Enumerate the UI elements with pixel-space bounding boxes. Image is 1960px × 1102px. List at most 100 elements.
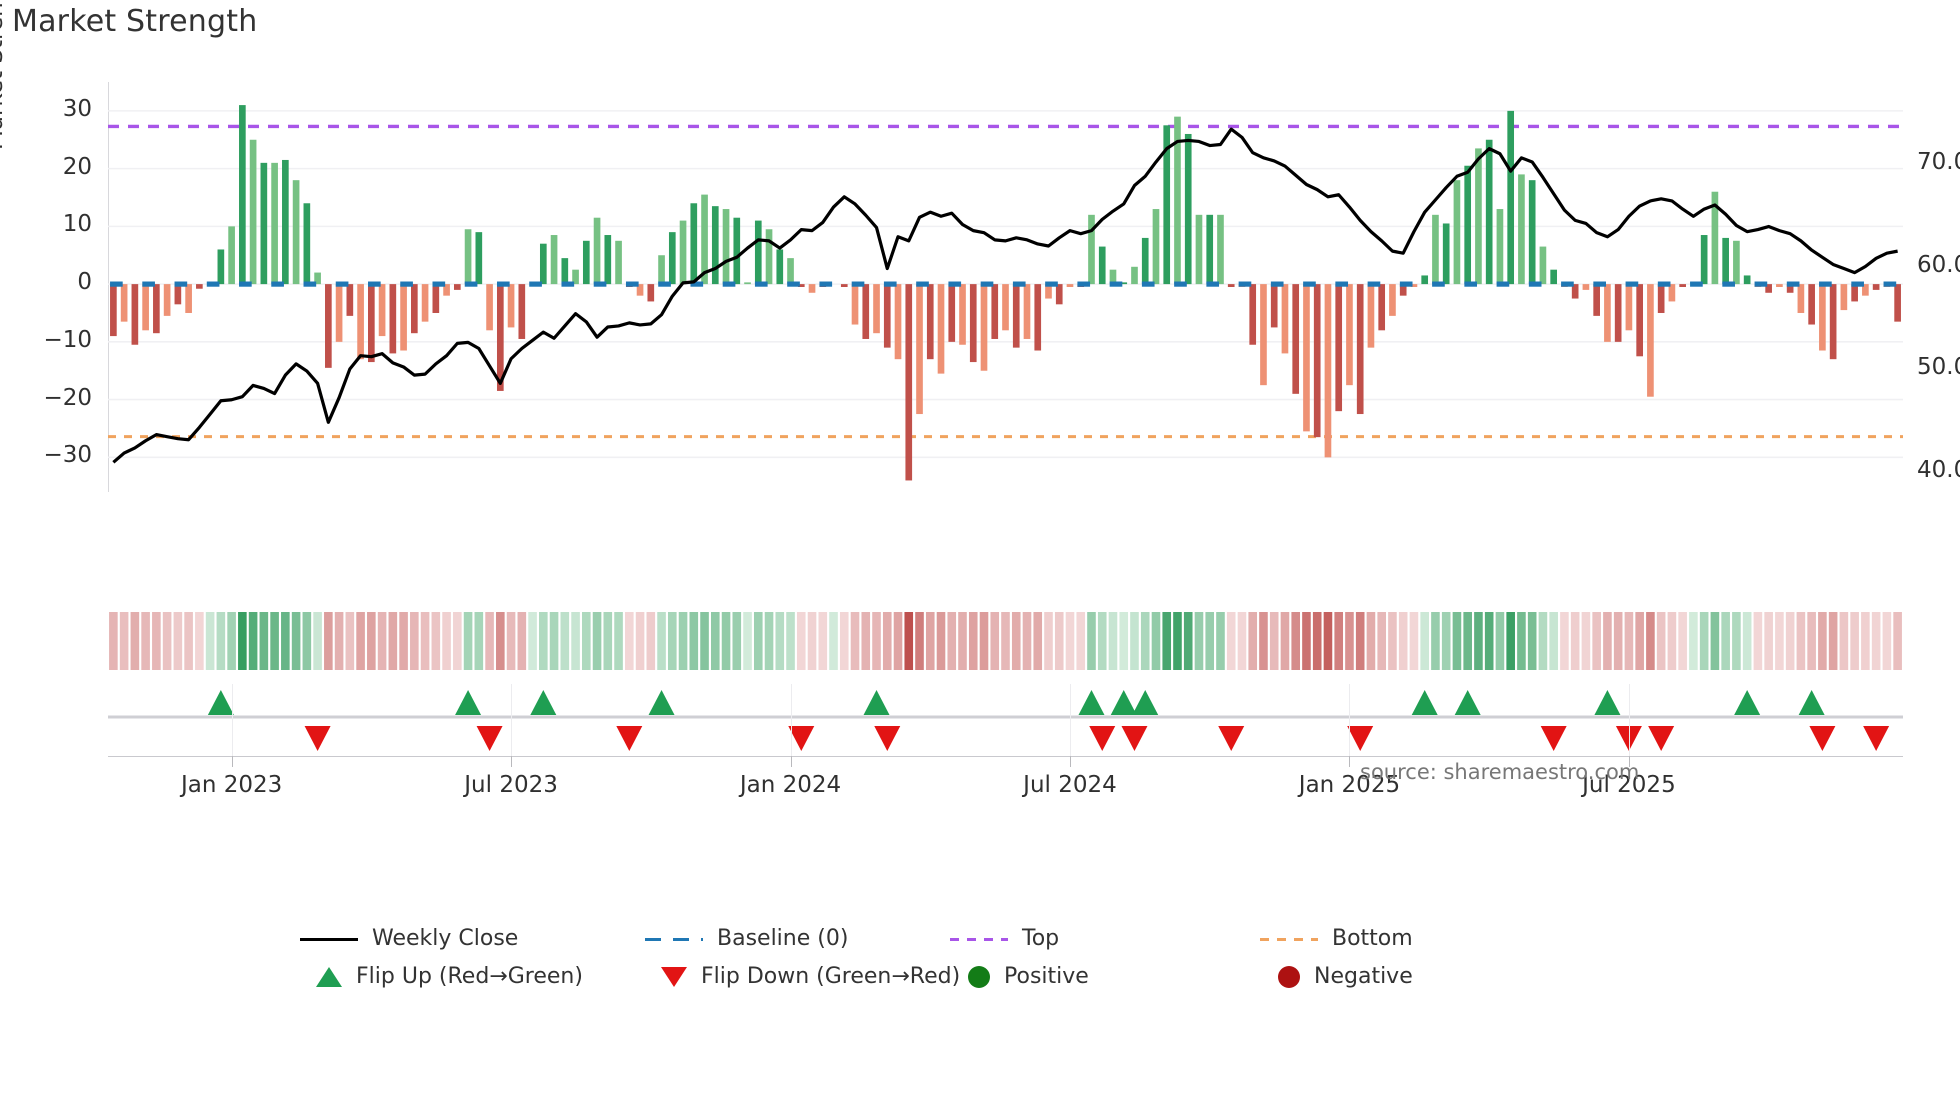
- heatmap-cell: [1334, 612, 1344, 670]
- heatmap-cell: [1291, 612, 1301, 670]
- strength-bar: [980, 284, 988, 371]
- flip-up-marker: [1078, 690, 1105, 715]
- legend-item-bottom[interactable]: Bottom: [1260, 926, 1413, 951]
- baseline-segment: [593, 281, 607, 287]
- page-title: Market Strength: [12, 4, 258, 39]
- heatmap-cell: [1689, 612, 1698, 670]
- heatmap-cell: [1044, 612, 1053, 670]
- heatmap-cell: [968, 612, 978, 670]
- baseline-segment: [787, 281, 800, 287]
- strength-bar: [131, 284, 139, 345]
- legend-item-baseline[interactable]: Baseline (0): [645, 926, 848, 951]
- heatmap-cell: [1280, 612, 1290, 670]
- legend-label: Bottom: [1332, 926, 1413, 951]
- heatmap-cell: [356, 612, 365, 670]
- dashed-line-icon: [645, 929, 703, 949]
- strength-bar: [1733, 240, 1740, 285]
- heatmap-cell: [861, 612, 871, 670]
- heatmap-cell: [453, 612, 462, 670]
- strength-bar: [1292, 284, 1300, 394]
- market-strength-chart: [108, 105, 1903, 481]
- legend-item-weekly-close[interactable]: Weekly Close: [300, 926, 518, 951]
- strength-bar: [1281, 284, 1289, 354]
- heatmap-cell: [173, 612, 183, 670]
- heatmap-cell: [506, 612, 516, 670]
- strength-bar: [271, 162, 278, 285]
- baseline-segment: [1690, 281, 1703, 287]
- flip-marker-band: [108, 684, 1903, 756]
- strength-bar: [174, 284, 182, 305]
- left-tick-label: −20: [43, 384, 92, 411]
- legend-item-flip-down[interactable]: Flip Down (Green→Red): [645, 964, 960, 989]
- x-guide-line: [1069, 684, 1071, 756]
- heatmap-cell: [1431, 612, 1440, 670]
- heatmap-cell: [1216, 612, 1225, 670]
- baseline-segment: [1303, 281, 1316, 287]
- heatmap-cell: [367, 612, 376, 670]
- heatmap-cell: [152, 612, 161, 670]
- x-tick-mark: [790, 756, 792, 767]
- heatmap-cell: [549, 612, 559, 670]
- strength-bar: [1851, 284, 1858, 302]
- flip-down-marker: [788, 726, 815, 751]
- strength-bar: [1227, 284, 1235, 287]
- heatmap-cell: [1033, 612, 1043, 670]
- legend-label: Negative: [1314, 964, 1413, 989]
- strength-bar: [1722, 237, 1729, 285]
- flip-up-marker: [455, 690, 482, 715]
- legend-item-top[interactable]: Top: [950, 926, 1059, 951]
- baseline-segment: [980, 281, 994, 287]
- heatmap-cell: [195, 612, 204, 670]
- strength-bar: [1206, 214, 1214, 285]
- heatmap-cell: [1613, 612, 1623, 670]
- strength-bar: [1829, 284, 1837, 360]
- strength-bar: [486, 284, 493, 331]
- strength-bar: [615, 240, 622, 285]
- strength-bar: [1582, 284, 1590, 290]
- strength-bar: [690, 203, 698, 285]
- baseline-segment: [625, 281, 639, 287]
- strength-bar: [1862, 284, 1869, 296]
- heatmap-cell: [291, 612, 301, 670]
- strength-bar: [1389, 284, 1396, 316]
- flip-up-marker: [1734, 690, 1761, 715]
- strength-heatmap-strip: [108, 612, 1903, 670]
- strength-bar: [905, 284, 913, 481]
- heatmap-cell: [1517, 612, 1526, 670]
- heatmap-cell: [1076, 612, 1086, 670]
- strength-bar: [776, 249, 784, 285]
- baseline-segment: [529, 281, 542, 287]
- main-plot-area: [108, 82, 1903, 492]
- heatmap-cell: [839, 612, 849, 670]
- x-tick-mark: [1628, 756, 1630, 767]
- strength-bar: [1346, 284, 1353, 386]
- legend-item-flip-up[interactable]: Flip Up (Red→Green): [300, 964, 583, 989]
- heatmap-cell: [130, 612, 140, 670]
- strength-bar: [604, 235, 612, 285]
- baseline-segment: [1335, 281, 1349, 287]
- heatmap-cell: [1678, 612, 1687, 670]
- heatmap-cell: [1807, 612, 1816, 670]
- legend-item-positive[interactable]: Positive: [950, 964, 1089, 989]
- strength-bar: [1711, 191, 1719, 285]
- heatmap-cell: [1474, 612, 1483, 670]
- strength-bar: [496, 284, 504, 391]
- heatmap-cell: [1355, 612, 1365, 670]
- heatmap-cell: [603, 612, 613, 670]
- dotted-line-icon: [950, 929, 1008, 949]
- strength-bar: [389, 284, 397, 354]
- strength-bar: [1163, 125, 1171, 285]
- strength-bar: [421, 284, 429, 322]
- strength-bar: [969, 284, 977, 363]
- strength-bar: [733, 217, 741, 285]
- heatmap-cell: [345, 612, 355, 670]
- baseline-segment: [690, 281, 704, 287]
- x-axis: Jan 2023 Jul 2023 Jan 2024 Jul 2024 Jan 2025…: [108, 756, 1903, 818]
- x-guide-line: [231, 684, 233, 756]
- strength-bar: [744, 282, 751, 285]
- strength-bar: [1625, 284, 1633, 331]
- strength-bar: [658, 255, 665, 285]
- legend-item-negative[interactable]: Negative: [1260, 964, 1413, 989]
- baseline-segment: [1464, 281, 1478, 287]
- strength-bar: [754, 220, 762, 285]
